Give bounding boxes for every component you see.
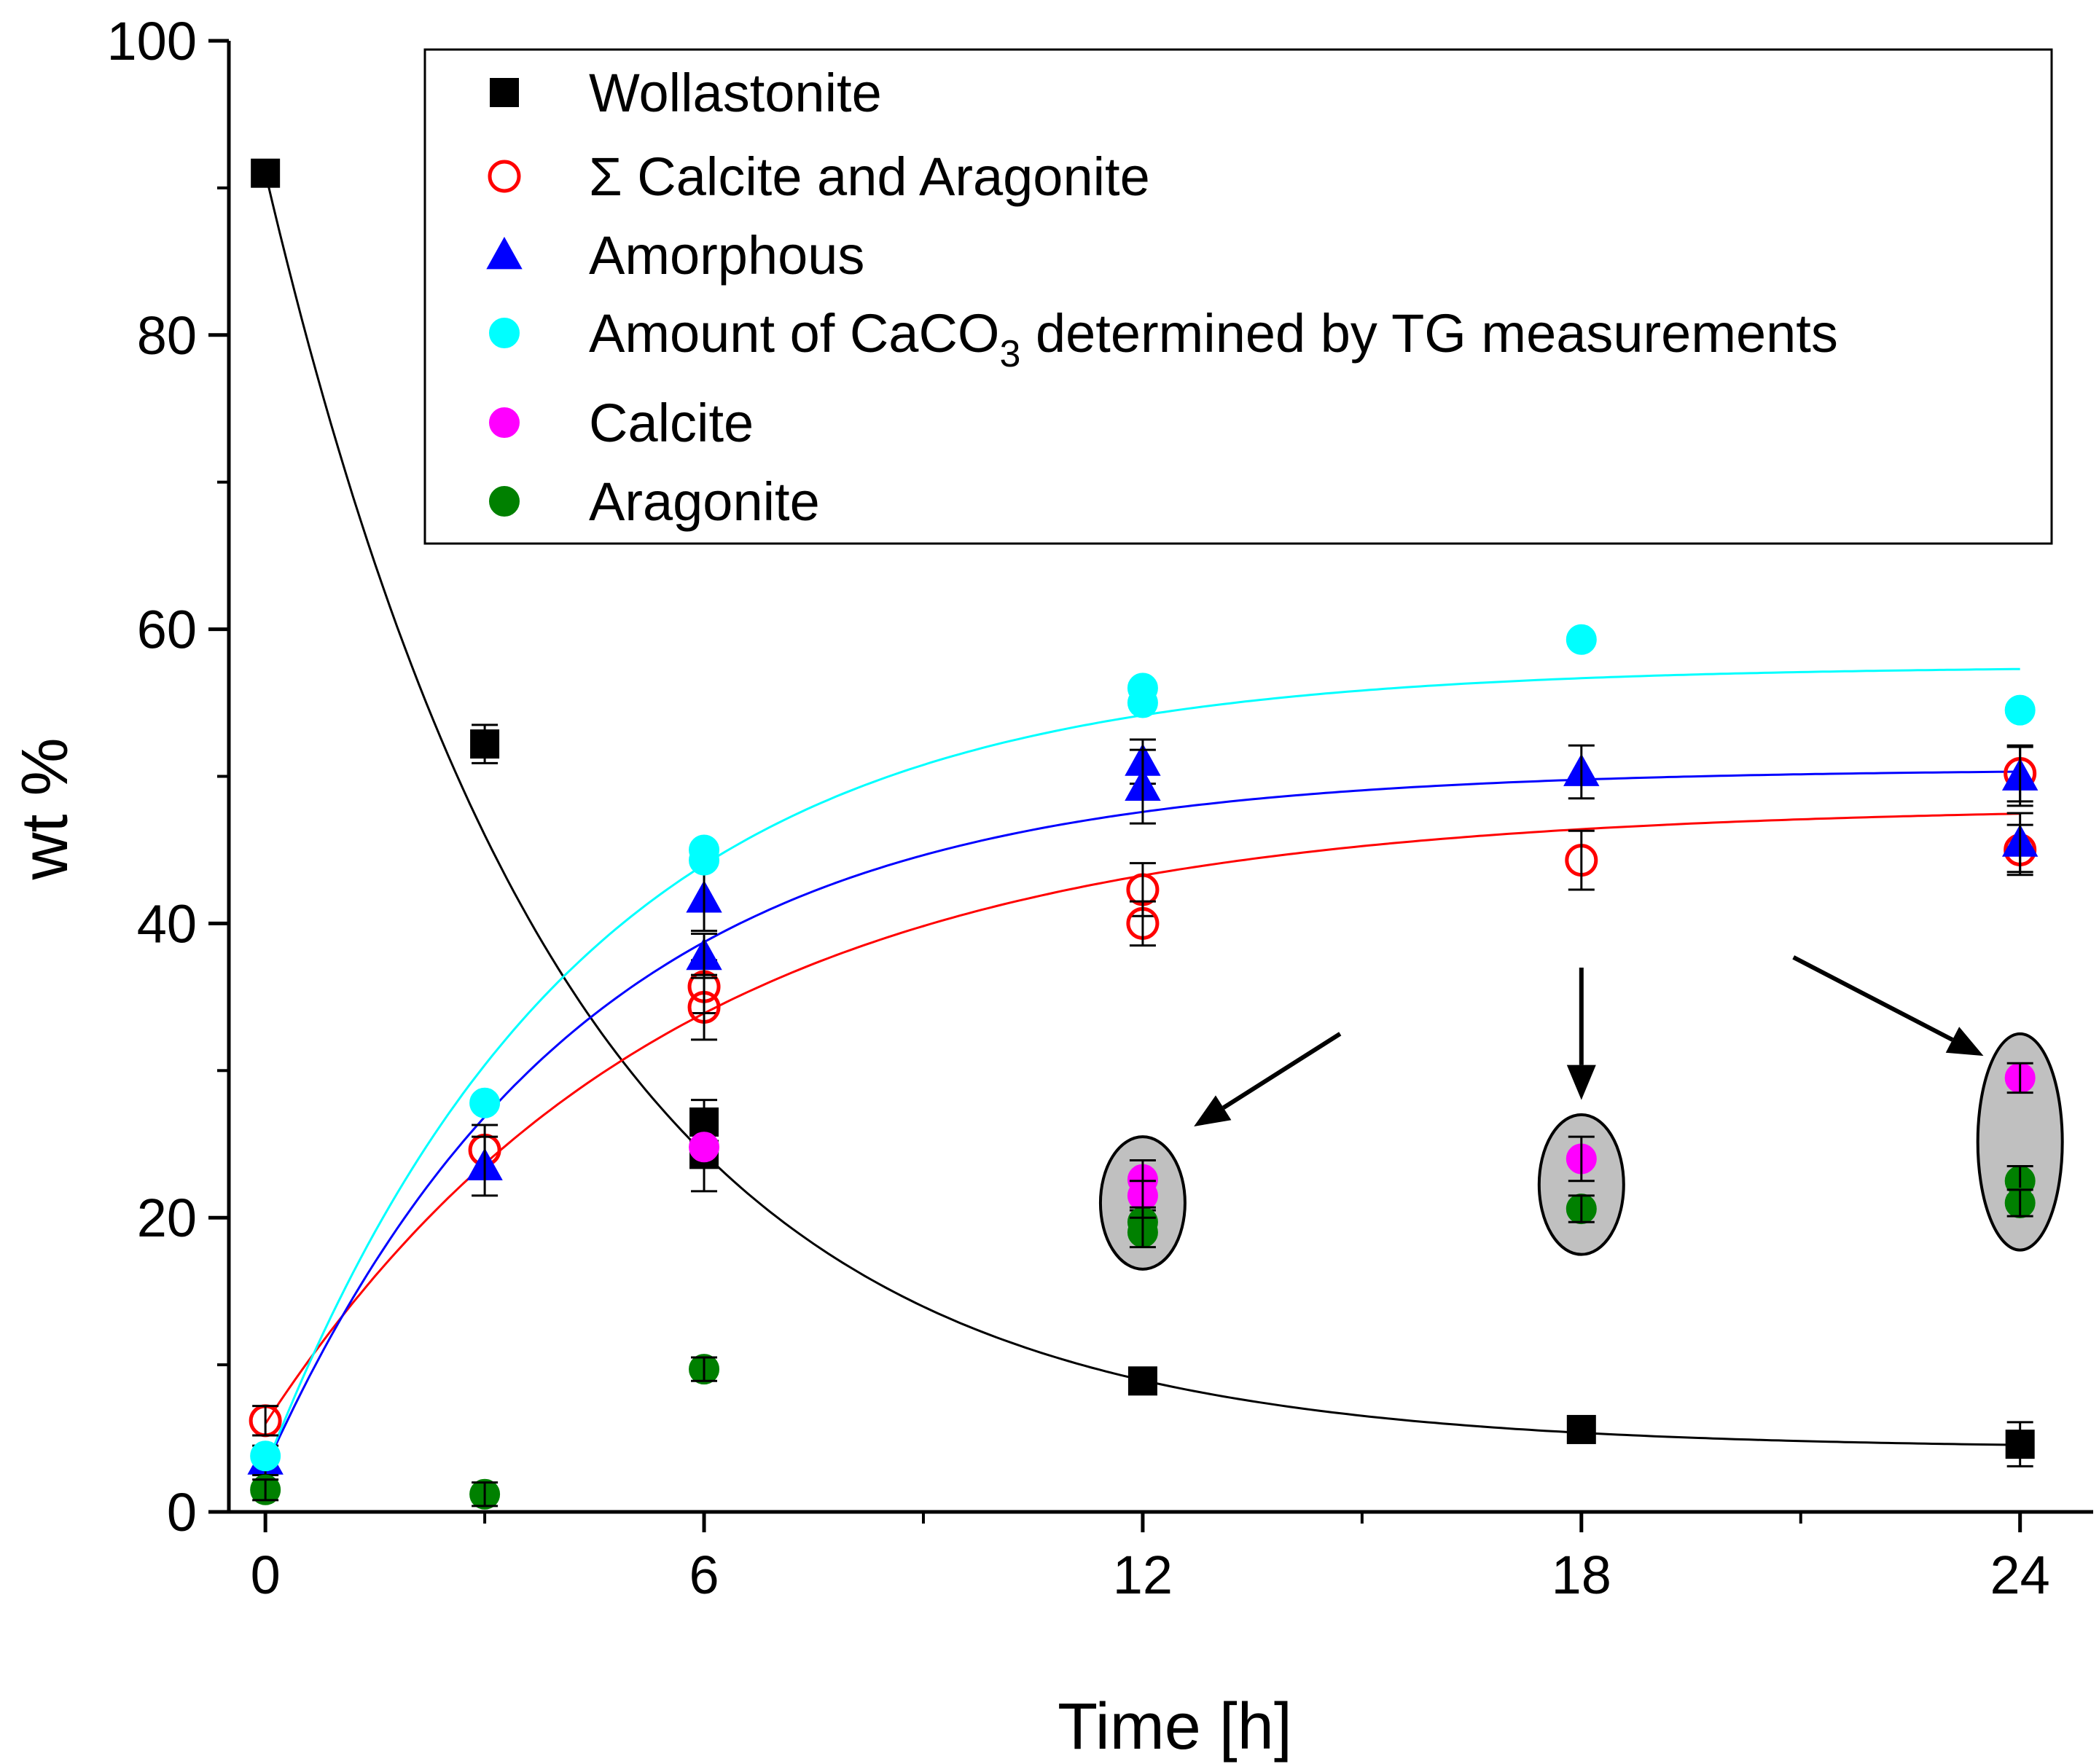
y-tick-label: 60 — [137, 600, 197, 660]
y-tick-label: 20 — [137, 1188, 197, 1248]
y-axis-ticks: 0 20 40 60 80 100 — [107, 11, 229, 1542]
legend-marker-caco3-tg — [489, 318, 520, 348]
legend-label-amorphous: Amorphous — [589, 225, 864, 286]
y-tick-label: 100 — [107, 11, 197, 71]
annotation-arrow-head — [1566, 1065, 1596, 1100]
legend-label-part: Amount of CaCO — [589, 303, 999, 364]
annotation-arrow-head — [1945, 1027, 1984, 1057]
legend-label-caco3-tg: Amount of CaCO3 determined by TG measure… — [589, 303, 1838, 375]
legend-label-part: determined by TG measurements — [1020, 303, 1837, 364]
series-calcite — [689, 1062, 2036, 1212]
annotation-arrow-shaft — [1222, 1032, 1342, 1110]
legend-label-subscript: 3 — [999, 333, 1020, 375]
axes: 0 6 12 18 24 0 20 40 60 80 100 — [107, 11, 2093, 1605]
series-amorphous — [247, 738, 2039, 1477]
series-calcite-aragonite — [249, 744, 2037, 1438]
legend-label-calcite: Calcite — [589, 393, 754, 453]
data-point — [689, 1132, 720, 1163]
annotation-layer — [1098, 955, 2064, 1271]
y-tick-label: 0 — [167, 1482, 197, 1542]
legend-marker-wollastonite — [490, 78, 519, 107]
x-tick-label: 12 — [1113, 1545, 1173, 1605]
data-point — [250, 1440, 281, 1472]
data-point — [1566, 624, 1597, 655]
x-tick-label: 24 — [1990, 1545, 2050, 1605]
legend: Wollastonite Σ Calcite and Aragonite Amorp… — [423, 48, 2053, 545]
x-axis-title: Time [h] — [1058, 1690, 1292, 1763]
y-tick-label: 80 — [137, 305, 197, 366]
series-caco3-tg — [250, 624, 2036, 1472]
data-point — [469, 1087, 501, 1118]
legend-box — [423, 48, 2053, 545]
legend-label-calcite-aragonite: Σ Calcite and Aragonite — [589, 146, 1150, 207]
y-tick-label: 40 — [137, 893, 197, 954]
series-aragonite — [250, 1165, 2036, 1510]
annotation-arrow-shaft — [1792, 955, 1954, 1042]
y-axis-title: wt % — [9, 737, 82, 880]
data-point — [1127, 687, 1158, 718]
x-tick-label: 18 — [1552, 1545, 1611, 1605]
highlight-ellipse — [1537, 1113, 1625, 1256]
highlight-ellipse — [1976, 1032, 2064, 1252]
x-axis-ticks: 0 6 12 18 24 — [251, 1512, 2050, 1605]
data-point — [2004, 694, 2036, 726]
data-points — [247, 158, 2039, 1510]
legend-marker-calcite — [489, 407, 520, 438]
legend-label-aragonite: Aragonite — [589, 471, 820, 532]
legend-marker-amorphous — [486, 236, 523, 270]
x-tick-label: 0 — [251, 1545, 281, 1605]
legend-label-wollastonite: Wollastonite — [589, 63, 882, 123]
legend-marker-aragonite — [489, 486, 520, 517]
data-point — [689, 844, 720, 876]
x-tick-label: 6 — [689, 1545, 719, 1605]
legend-marker-calcite-aragonite — [488, 160, 521, 193]
annotation-arrow-head — [1194, 1095, 1232, 1127]
